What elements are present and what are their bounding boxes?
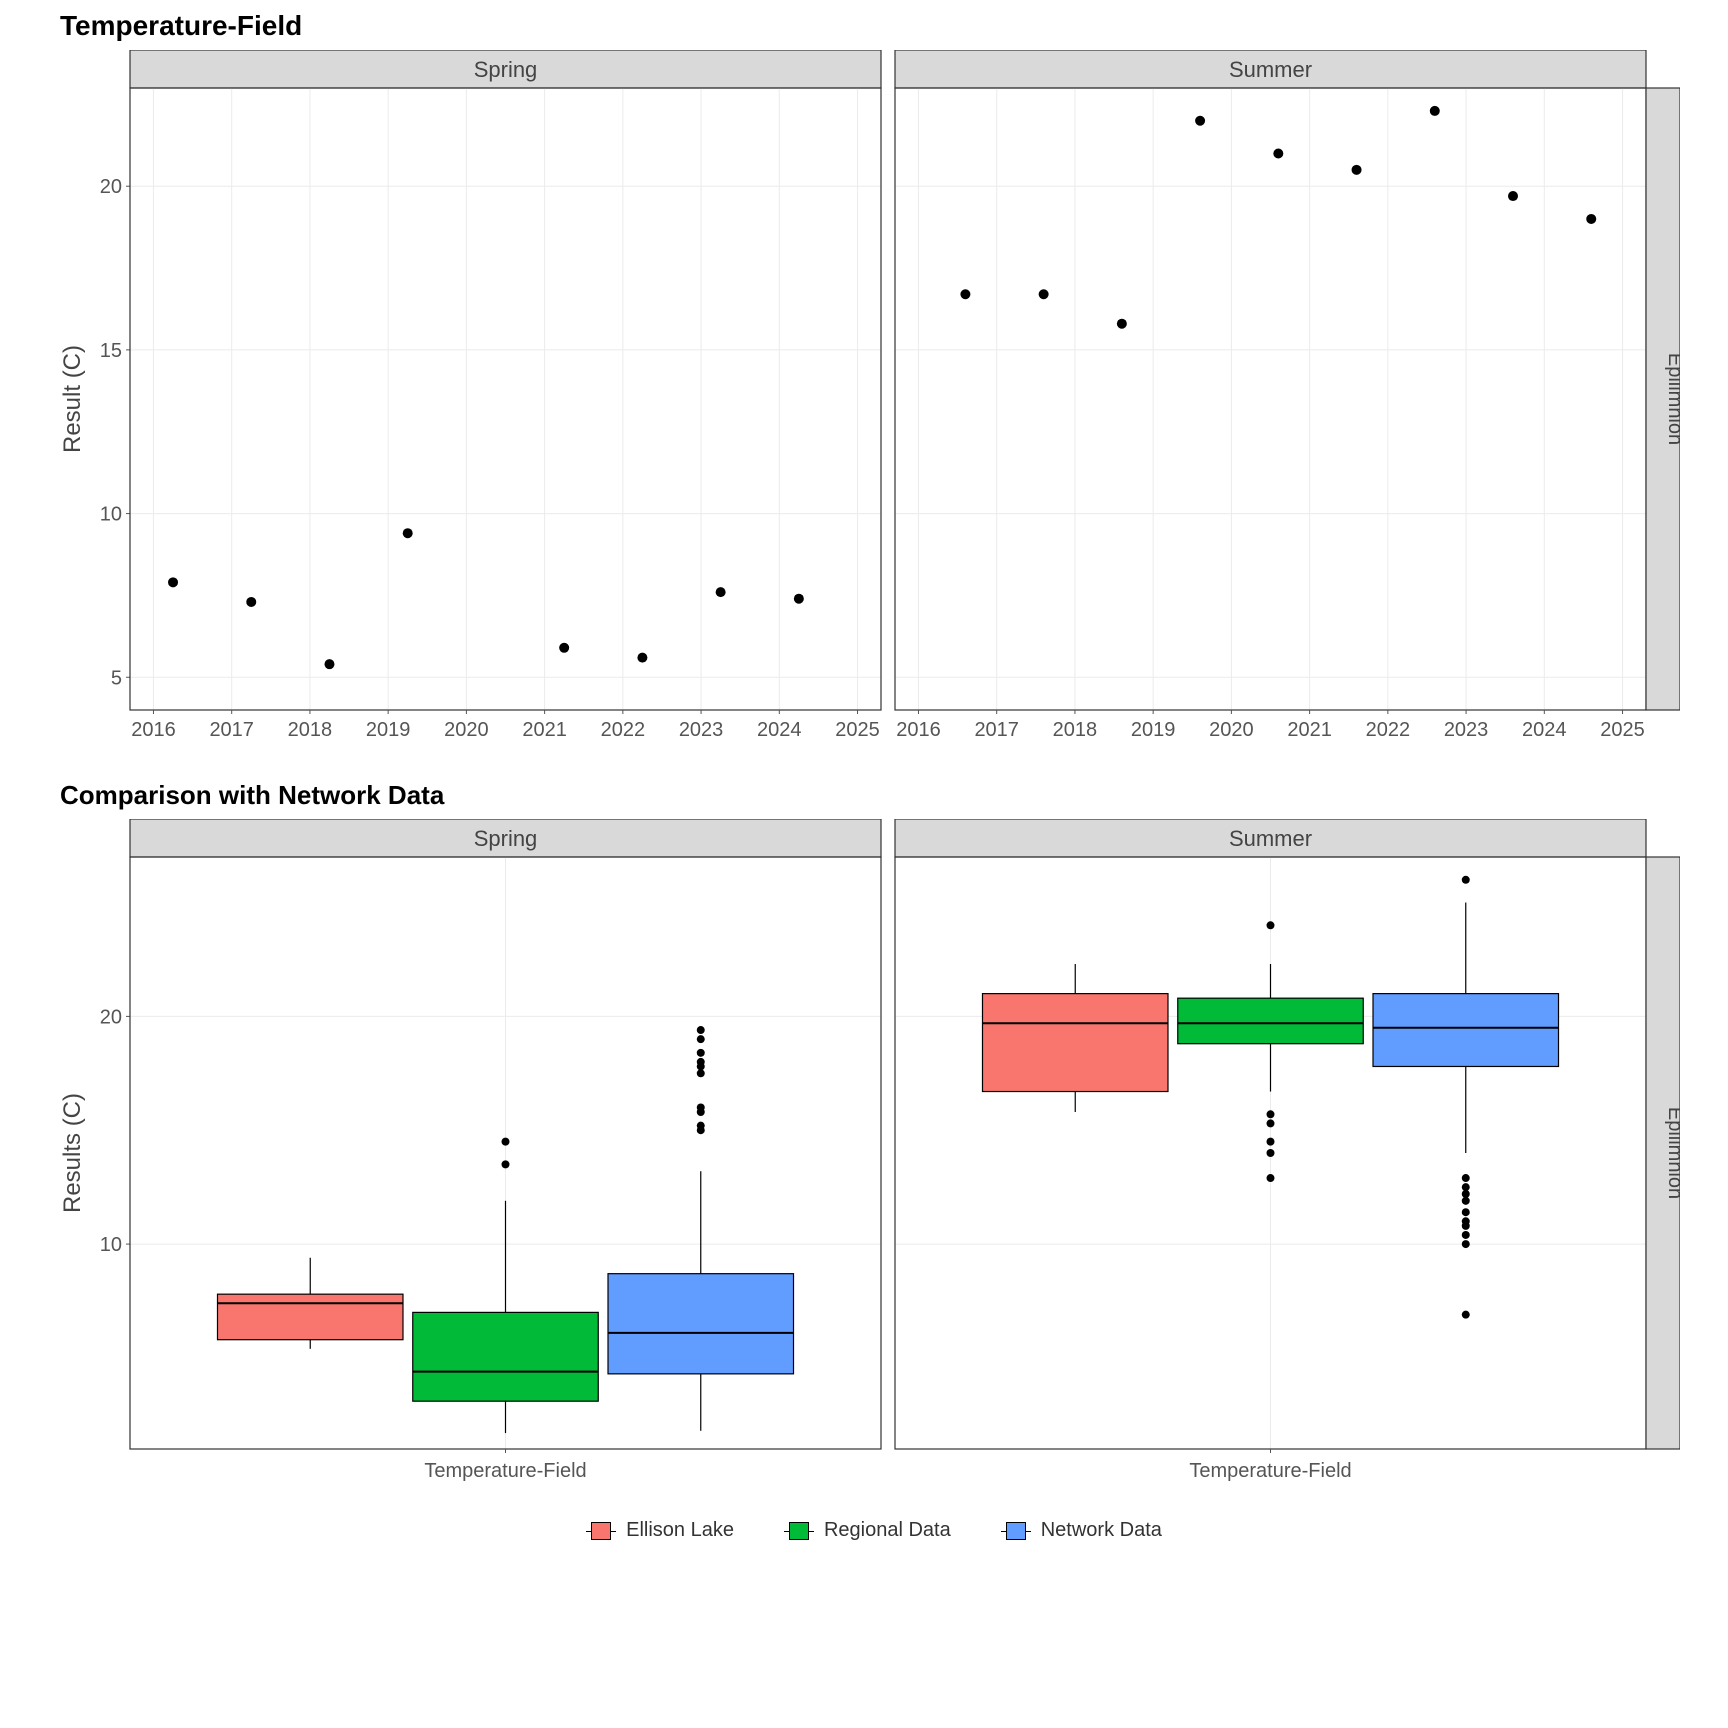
svg-text:10: 10 [100, 1234, 122, 1256]
svg-text:2023: 2023 [1444, 719, 1489, 741]
svg-text:20: 20 [100, 176, 122, 198]
svg-text:Spring: Spring [474, 57, 538, 82]
svg-text:Spring: Spring [474, 826, 538, 851]
svg-text:2017: 2017 [209, 719, 254, 741]
svg-text:2016: 2016 [896, 719, 941, 741]
svg-text:Results (C): Results (C) [60, 1093, 86, 1213]
legend-key-icon [1001, 1520, 1031, 1542]
svg-text:2022: 2022 [1366, 719, 1411, 741]
chart1-scatter-facets: Result (C) 5 10 15 20 Spring 2016 2017 2018 2019 2… [60, 50, 1680, 750]
chart1-title: Temperature-Field [60, 10, 1688, 42]
svg-text:Summer: Summer [1229, 826, 1312, 851]
svg-text:Temperature-Field: Temperature-Field [1189, 1460, 1351, 1482]
svg-text:20: 20 [100, 1006, 122, 1028]
legend: Ellison Lake Regional Data Network Data [60, 1519, 1688, 1542]
legend-item: Ellison Lake [586, 1519, 734, 1542]
legend-label: Ellison Lake [626, 1519, 734, 1542]
svg-text:5: 5 [111, 667, 122, 689]
legend-item: Network Data [1001, 1519, 1162, 1542]
svg-text:Epilimnion: Epilimnion [1664, 1107, 1680, 1199]
svg-text:2019: 2019 [1131, 719, 1176, 741]
svg-text:2018: 2018 [288, 719, 333, 741]
svg-text:2016: 2016 [131, 719, 176, 741]
svg-text:2018: 2018 [1053, 719, 1098, 741]
svg-text:10: 10 [100, 504, 122, 526]
svg-text:2019: 2019 [366, 719, 411, 741]
svg-text:2021: 2021 [522, 719, 567, 741]
svg-text:2020: 2020 [444, 719, 489, 741]
svg-text:2021: 2021 [1287, 719, 1332, 741]
svg-text:2025: 2025 [1600, 719, 1645, 741]
svg-text:2024: 2024 [757, 719, 802, 741]
svg-text:2017: 2017 [974, 719, 1019, 741]
svg-text:2023: 2023 [679, 719, 724, 741]
svg-text:15: 15 [100, 340, 122, 362]
legend-label: Regional Data [824, 1519, 951, 1542]
svg-text:2022: 2022 [601, 719, 646, 741]
legend-key-icon [586, 1520, 616, 1542]
svg-text:2025: 2025 [835, 719, 880, 741]
chart2-title: Comparison with Network Data [60, 780, 1688, 811]
legend-key-icon [784, 1520, 814, 1542]
svg-text:2020: 2020 [1209, 719, 1254, 741]
svg-text:Summer: Summer [1229, 57, 1312, 82]
svg-text:2024: 2024 [1522, 719, 1567, 741]
legend-label: Network Data [1041, 1519, 1162, 1542]
svg-text:Result (C): Result (C) [60, 345, 86, 453]
legend-item: Regional Data [784, 1519, 951, 1542]
svg-text:Epilimnion: Epilimnion [1664, 353, 1680, 445]
chart2-boxplot-facets: Results (C) 10 20 Spring Temperature-Field Su… [60, 819, 1680, 1499]
svg-text:Temperature-Field: Temperature-Field [424, 1460, 586, 1482]
